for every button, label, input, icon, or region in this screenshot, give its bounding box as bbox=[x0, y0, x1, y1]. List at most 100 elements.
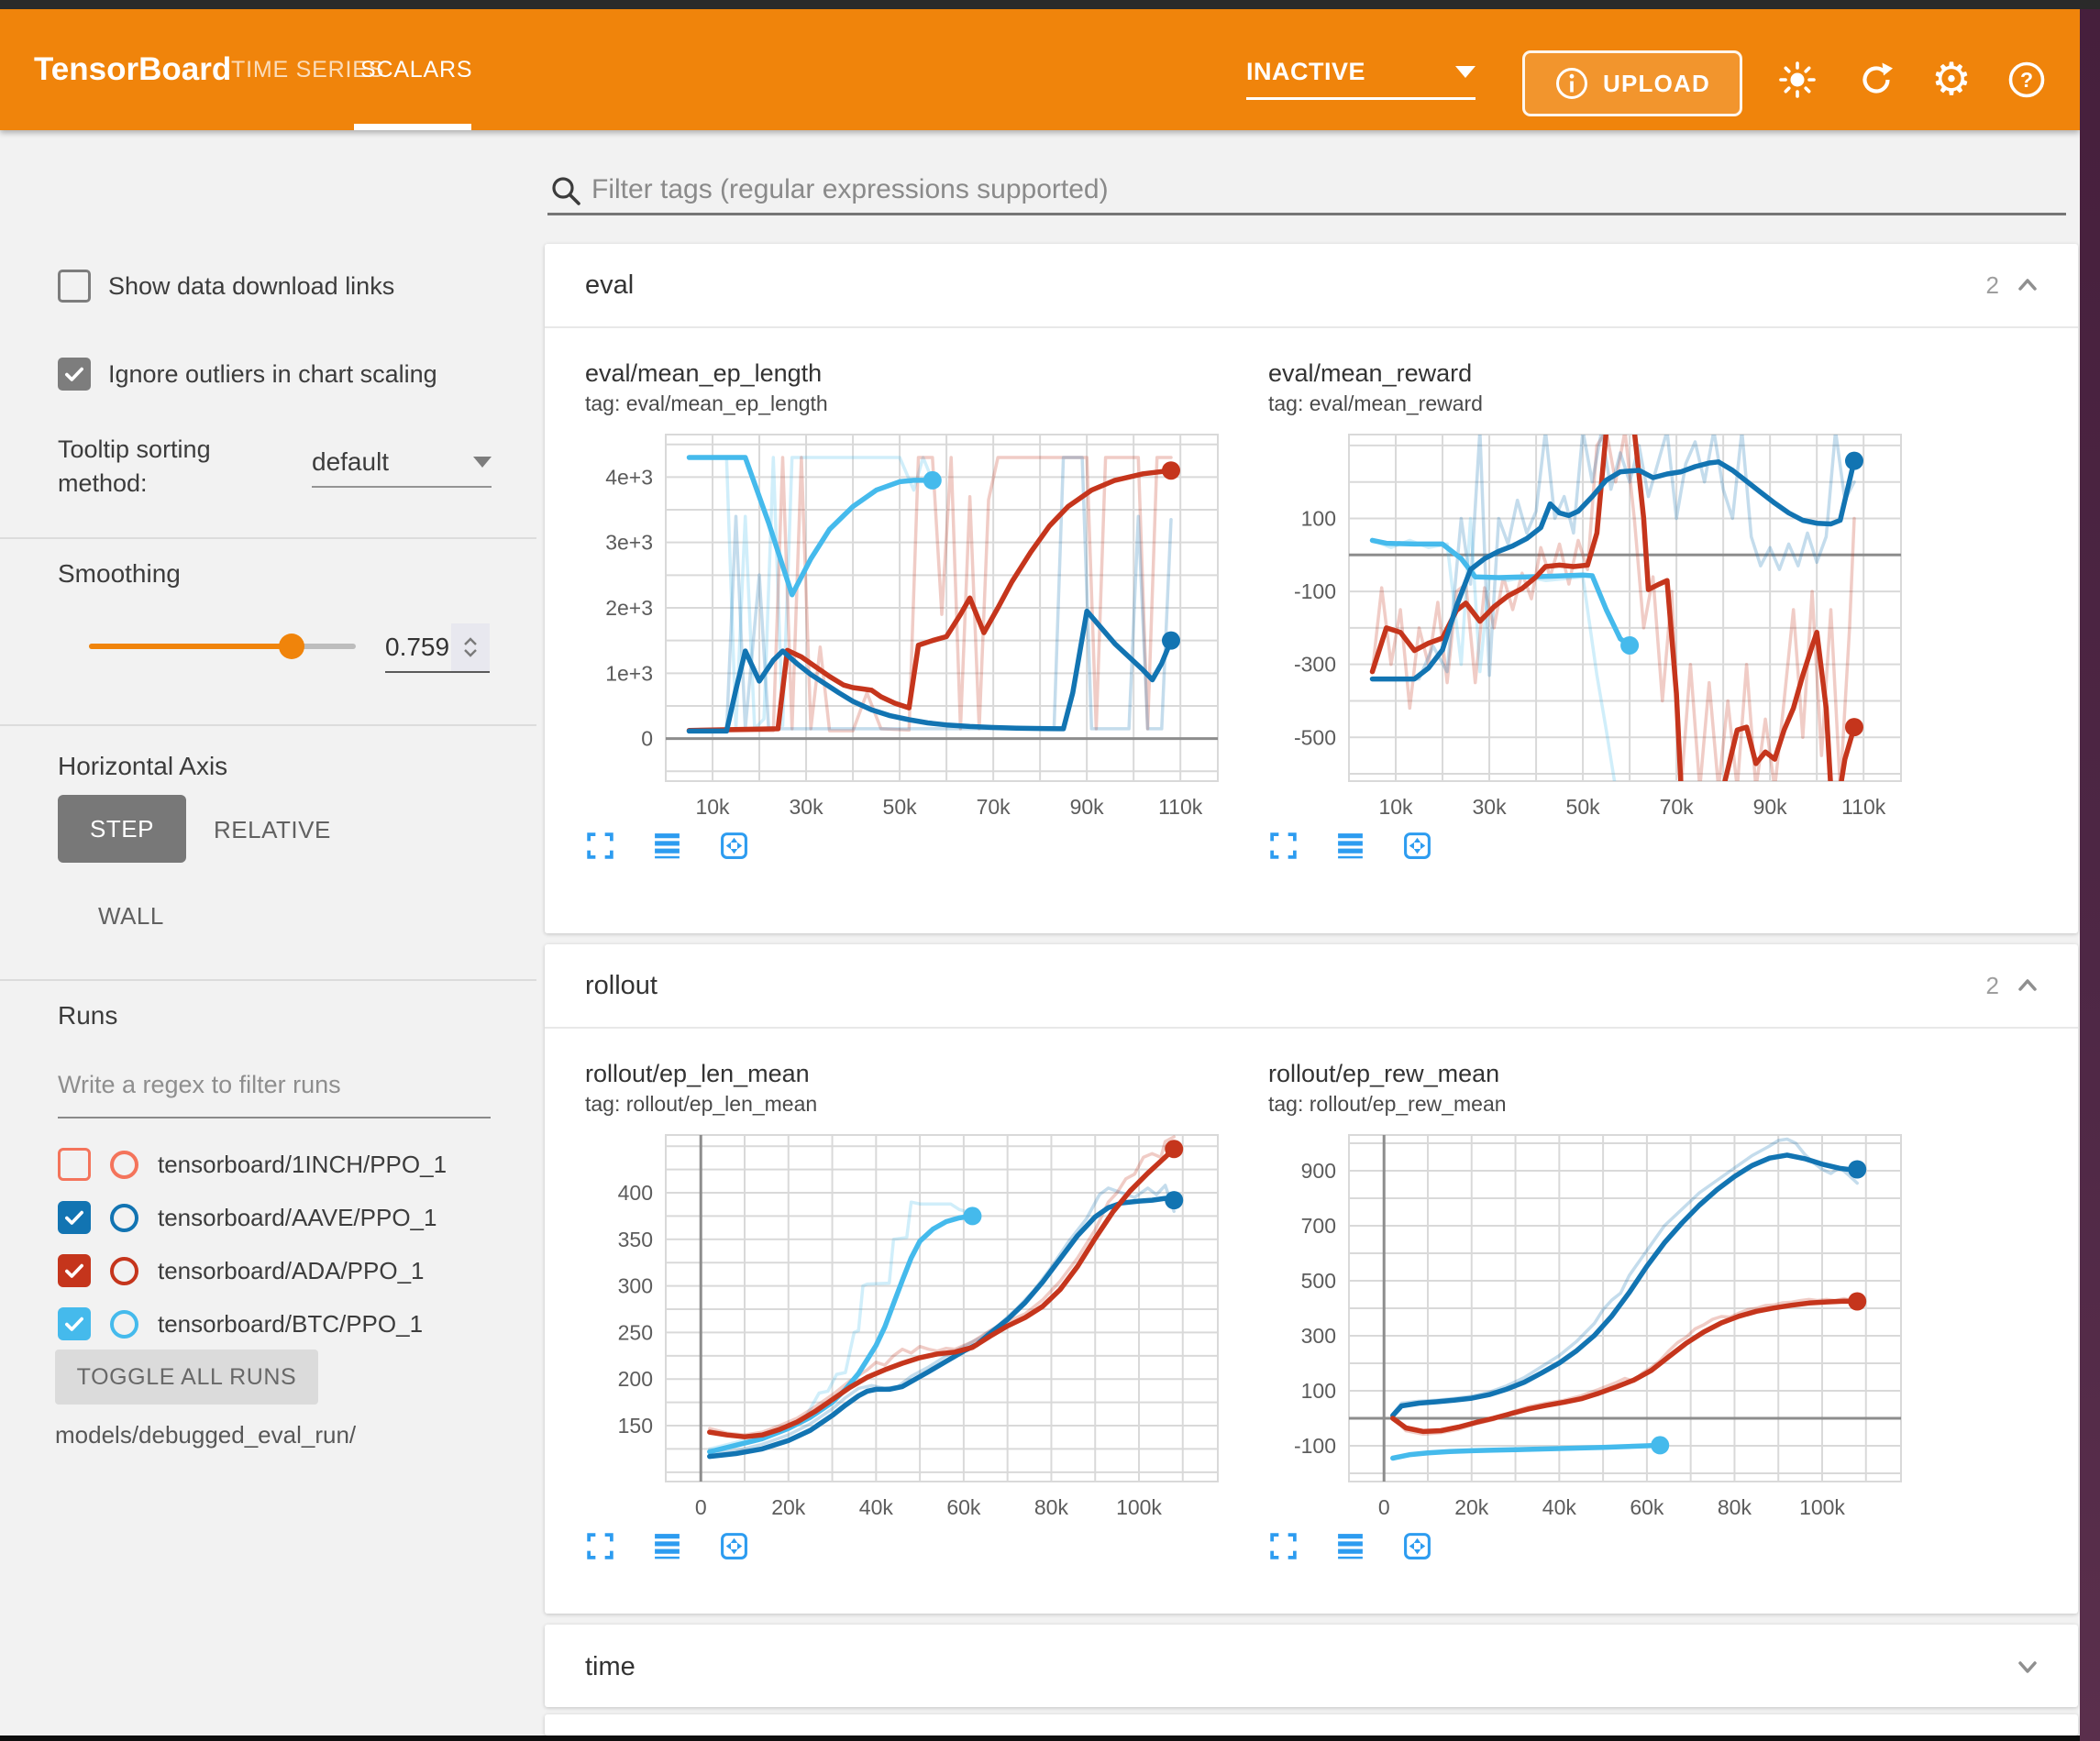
section-count-badge: 2 bbox=[1985, 971, 1999, 999]
chevron-down-icon[interactable] bbox=[2014, 1654, 2041, 1680]
svg-text:40k: 40k bbox=[859, 1495, 894, 1519]
line-chart-eval-mean-reward[interactable]: 100 -100 -300 -500 10k 30k 50k 70k 90k 110k bbox=[1268, 424, 1910, 823]
svg-text:40k: 40k bbox=[1542, 1495, 1577, 1519]
line-chart-rollout-ep-rew-mean[interactable]: -100 100 300 500 700 900 0 20k 40k 60k 80k 100k bbox=[1268, 1124, 1910, 1524]
svg-text:70k: 70k bbox=[977, 795, 1011, 819]
svg-text:50k: 50k bbox=[883, 795, 918, 819]
tooltip-sorting-select[interactable]: default bbox=[312, 438, 492, 488]
tooltip-sorting-label: Tooltip sorting method: bbox=[58, 435, 211, 497]
chart-title: eval/mean_ep_length bbox=[585, 359, 823, 387]
checkbox-checked-icon[interactable] bbox=[58, 358, 91, 391]
smoothing-stepper[interactable] bbox=[451, 623, 490, 671]
axis-option-step[interactable]: STEP bbox=[58, 795, 186, 863]
checkbox-label: Ignore outliers in chart scaling bbox=[108, 359, 437, 388]
data-table-icon[interactable] bbox=[1335, 831, 1365, 861]
data-table-icon[interactable] bbox=[652, 831, 682, 861]
run-row-btc[interactable]: tensorboard/BTC/PPO_1 bbox=[58, 1304, 423, 1344]
svg-text:30k: 30k bbox=[790, 795, 824, 819]
svg-text:400: 400 bbox=[618, 1181, 653, 1205]
smoothing-label: Smoothing bbox=[58, 559, 181, 588]
ignore-outliers-row[interactable]: Ignore outliers in chart scaling bbox=[58, 358, 527, 391]
svg-text:100: 100 bbox=[1301, 1379, 1336, 1403]
fullscreen-icon[interactable] bbox=[1268, 831, 1299, 861]
runs-filter-underline bbox=[58, 1117, 491, 1118]
fullscreen-icon[interactable] bbox=[585, 1531, 615, 1561]
search-icon bbox=[552, 177, 580, 205]
stepper-down-icon[interactable] bbox=[462, 648, 479, 657]
chevron-up-icon[interactable] bbox=[2014, 973, 2041, 998]
run-checkbox[interactable] bbox=[58, 1307, 91, 1340]
section-card-time: time bbox=[545, 1625, 2078, 1707]
svg-text:10k: 10k bbox=[695, 795, 730, 819]
fit-to-data-icon[interactable] bbox=[719, 1531, 749, 1561]
desktop-background-strip bbox=[2080, 9, 2100, 1741]
run-checkbox[interactable] bbox=[58, 1201, 91, 1234]
line-chart-eval-mean-ep-length[interactable]: 0 1e+3 2e+3 3e+3 4e+3 10k 30k 50k 70k 90k 110k bbox=[585, 424, 1227, 823]
filter-tags-input[interactable]: Filter tags (regular expressions support… bbox=[591, 174, 1109, 204]
svg-text:10k: 10k bbox=[1378, 795, 1413, 819]
smoothing-slider[interactable] bbox=[89, 634, 356, 659]
svg-text:50k: 50k bbox=[1566, 795, 1601, 819]
data-table-icon[interactable] bbox=[1335, 1531, 1365, 1561]
data-table-icon[interactable] bbox=[652, 1531, 682, 1561]
svg-text:500: 500 bbox=[1301, 1269, 1336, 1293]
runs-directory-label: models/debugged_eval_run/ bbox=[55, 1421, 357, 1449]
svg-text:900: 900 bbox=[1301, 1159, 1336, 1183]
toggle-all-runs-button[interactable]: TOGGLE ALL RUNS bbox=[55, 1350, 318, 1405]
settings-sidebar: Show data download links Ignore outliers… bbox=[0, 130, 536, 1735]
checkbox-label: Show data download links bbox=[108, 271, 395, 300]
refresh-icon[interactable] bbox=[1856, 60, 1896, 100]
tooltip-sorting-value: default bbox=[312, 447, 390, 476]
svg-text:700: 700 bbox=[1301, 1214, 1336, 1238]
svg-text:300: 300 bbox=[618, 1274, 653, 1298]
show-download-links-row[interactable]: Show data download links bbox=[58, 270, 527, 303]
run-row-ada[interactable]: tensorboard/ADA/PPO_1 bbox=[58, 1251, 425, 1291]
section-header-eval[interactable]: eval 2 bbox=[545, 244, 2078, 328]
run-checkbox[interactable] bbox=[58, 1148, 91, 1181]
settings-gear-icon[interactable]: ⚙ bbox=[1931, 55, 1972, 105]
tab-scalars[interactable]: SCALARS bbox=[360, 56, 473, 83]
section-card-partial bbox=[545, 1714, 2078, 1735]
section-header-rollout[interactable]: rollout 2 bbox=[545, 944, 2078, 1029]
svg-text:80k: 80k bbox=[1718, 1495, 1752, 1519]
axis-option-relative[interactable]: RELATIVE bbox=[214, 816, 331, 843]
svg-text:100k: 100k bbox=[1116, 1495, 1162, 1519]
chart-title: eval/mean_reward bbox=[1268, 359, 1473, 387]
svg-text:3e+3: 3e+3 bbox=[605, 531, 653, 555]
section-header-time[interactable]: time bbox=[545, 1625, 2078, 1707]
run-checkbox[interactable] bbox=[58, 1254, 91, 1287]
upload-button[interactable]: UPLOAD bbox=[1522, 50, 1742, 116]
chevron-up-icon[interactable] bbox=[2014, 272, 2041, 298]
run-row-aave[interactable]: tensorboard/AAVE/PPO_1 bbox=[58, 1197, 437, 1238]
fit-to-data-icon[interactable] bbox=[719, 831, 749, 861]
run-label: tensorboard/ADA/PPO_1 bbox=[158, 1256, 425, 1284]
chart-block-rollout-ep-rew-mean: rollout/ep_rew_mean tag: rollout/ep_rew_… bbox=[1268, 1060, 1910, 1561]
smoothing-value-field[interactable]: 0.759 bbox=[385, 623, 490, 673]
status-dropdown[interactable]: INACTIVE bbox=[1246, 46, 1476, 100]
svg-text:100: 100 bbox=[1301, 507, 1336, 531]
runs-filter-input[interactable]: Write a regex to filter runs bbox=[58, 1071, 341, 1098]
section-title: eval bbox=[585, 270, 635, 300]
axis-option-wall[interactable]: WALL bbox=[98, 902, 164, 930]
smoothing-value: 0.759 bbox=[385, 633, 450, 661]
info-icon bbox=[1556, 68, 1587, 99]
fit-to-data-icon[interactable] bbox=[1402, 831, 1432, 861]
smoothing-slider-thumb[interactable] bbox=[278, 634, 304, 659]
line-chart-rollout-ep-len-mean[interactable]: 150 200 250 300 350 400 0 20k 40k 60k 80k 100k bbox=[585, 1124, 1227, 1524]
checkbox-unchecked-icon[interactable] bbox=[58, 270, 91, 303]
run-label: tensorboard/AAVE/PPO_1 bbox=[158, 1203, 437, 1231]
svg-text:110k: 110k bbox=[1158, 795, 1203, 819]
dashboard-main: Filter tags (regular expressions support… bbox=[536, 130, 2080, 1735]
tab-time-series[interactable]: TIME SERIES bbox=[231, 56, 385, 83]
help-icon[interactable]: ? bbox=[2006, 60, 2047, 100]
svg-text:300: 300 bbox=[1301, 1324, 1336, 1348]
run-label: tensorboard/BTC/PPO_1 bbox=[158, 1309, 424, 1338]
stepper-up-icon[interactable] bbox=[462, 637, 479, 646]
run-row-1inch[interactable]: tensorboard/1INCH/PPO_1 bbox=[58, 1144, 447, 1185]
fit-to-data-icon[interactable] bbox=[1402, 1531, 1432, 1561]
fullscreen-icon[interactable] bbox=[585, 831, 615, 861]
chart-tag: tag: rollout/ep_len_mean bbox=[585, 1092, 818, 1116]
fullscreen-icon[interactable] bbox=[1268, 1531, 1299, 1561]
chevron-down-icon bbox=[1455, 65, 1476, 78]
brightness-icon[interactable] bbox=[1777, 60, 1818, 100]
